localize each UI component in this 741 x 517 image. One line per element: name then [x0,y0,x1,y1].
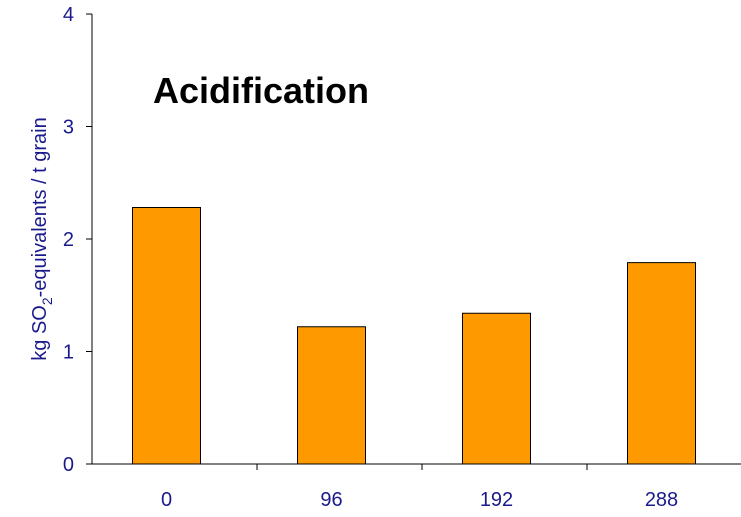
y-ticks [86,13,92,465]
y-tick-label-4: 4 [63,4,74,26]
bar-0 [132,207,201,465]
x-tick-labels: 0 96 192 288 [161,489,678,511]
x-tick-label-288: 288 [645,489,678,511]
y-tick-label-2: 2 [63,229,74,251]
y-tick-label-0: 0 [63,454,74,476]
y-axis-title-prefix: kg SO [29,305,51,361]
bar-192 [462,312,531,465]
x-tick-label-192: 192 [480,489,513,511]
x-ticks [256,464,588,470]
x-tick-label-0: 0 [161,489,172,511]
y-tick-label-1: 1 [63,342,74,364]
x-tick-label-96: 96 [320,489,342,511]
y-tick-label-3: 3 [63,117,74,139]
y-tick-labels: 0 1 2 3 4 [63,4,74,476]
y-axis-title: kg SO2-equivalents / t grain [29,117,55,360]
y-axis-title-suffix: -equivalents / t grain [29,117,51,297]
bar-288 [627,262,696,465]
chart-title: Acidification [153,70,369,111]
bars [132,207,696,465]
y-axis-title-subscript: 2 [39,297,55,305]
bar-96 [297,326,366,465]
